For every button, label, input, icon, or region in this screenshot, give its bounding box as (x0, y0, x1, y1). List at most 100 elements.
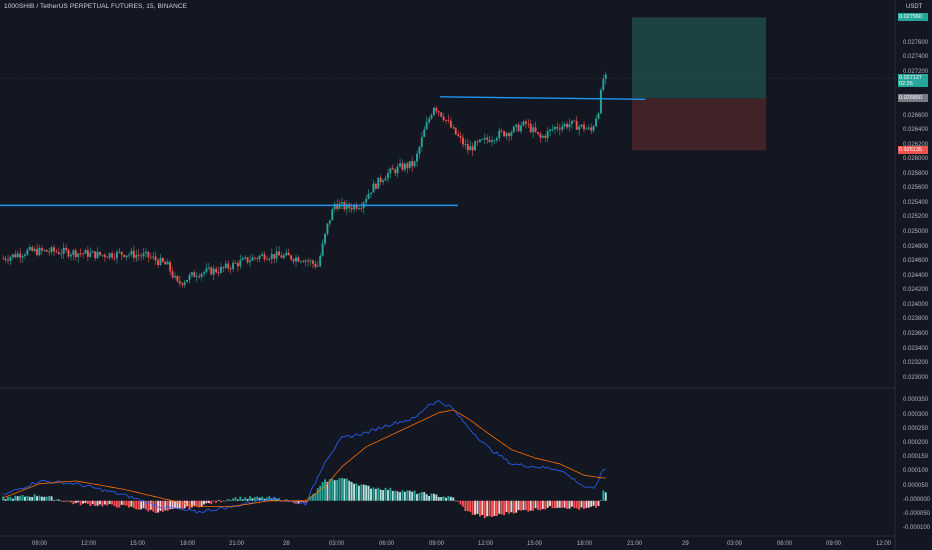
macd-histogram-bar (205, 500, 208, 504)
candle (440, 112, 443, 117)
candle (510, 132, 513, 137)
macd-histogram-bar (21, 494, 24, 501)
macd-histogram-bar (7, 496, 9, 501)
candle (580, 124, 583, 127)
macd-histogram-bar (575, 500, 578, 509)
macd-histogram-bar (537, 500, 539, 510)
candle (469, 146, 472, 151)
macd-histogram-bar (445, 497, 447, 501)
macd-histogram-bar (275, 498, 278, 501)
macd-histogram-bar (181, 500, 184, 510)
macd-histogram-bar (273, 497, 276, 501)
candle (295, 257, 297, 262)
candle (33, 248, 36, 251)
candle (161, 257, 164, 262)
candle (544, 135, 547, 138)
macd-histogram-bar (440, 497, 443, 501)
candle (604, 74, 607, 79)
candle (507, 133, 510, 137)
candle (302, 261, 305, 263)
macd-histogram-bar (31, 497, 34, 501)
candle (224, 263, 227, 268)
price-tick: 0.027600 (903, 39, 929, 46)
candle (152, 256, 155, 258)
candle (457, 134, 460, 136)
candle (374, 183, 377, 189)
macd-histogram-bar (249, 496, 251, 501)
candle (474, 141, 477, 151)
macd-histogram-bar (147, 500, 150, 512)
candle (220, 266, 222, 273)
macd-histogram-bar (517, 500, 520, 511)
candle (26, 249, 29, 255)
candle (137, 254, 140, 256)
macd-histogram-bar (341, 477, 343, 501)
macd-histogram-bar (604, 492, 607, 501)
candle (258, 255, 261, 259)
candle (488, 139, 491, 142)
macd-histogram-bar (510, 500, 513, 513)
candle (169, 261, 172, 272)
macd-histogram-bar (53, 500, 55, 501)
macd-histogram-bar (118, 500, 121, 508)
macd-histogram-bar (573, 500, 576, 509)
candle (120, 251, 123, 255)
candle (57, 251, 60, 255)
price-tick: 0.026200 (903, 141, 929, 148)
candle (532, 127, 535, 133)
candle (273, 253, 276, 259)
macd-histogram-bar (457, 500, 460, 502)
price-tick: 0.024400 (903, 272, 929, 279)
macd-histogram-bar (161, 500, 164, 512)
macd-histogram-bar (459, 500, 462, 505)
candle (365, 198, 368, 203)
macd-histogram-bar (130, 500, 133, 507)
candle (251, 257, 254, 261)
candle (287, 252, 290, 256)
current-price-badge: 0.027127 02:26 (898, 74, 928, 88)
macd-histogram-bar (82, 500, 84, 504)
macd-histogram-bar (232, 498, 235, 501)
candle (575, 120, 578, 130)
candle (53, 247, 55, 252)
macd-histogram-bar (16, 496, 19, 501)
candle (166, 261, 169, 265)
macd-histogram-bar (350, 481, 353, 501)
candle (435, 107, 438, 112)
candle (203, 272, 205, 274)
price-tick: 0.025000 (903, 229, 929, 236)
macd-histogram-bar (474, 500, 477, 515)
candle (324, 233, 326, 244)
macd-histogram-bar (411, 491, 414, 501)
macd-histogram-bar (36, 496, 38, 501)
macd-tick: 0.000300 (903, 411, 929, 418)
candle (529, 123, 532, 133)
candle (432, 107, 435, 116)
price-tick: 0.025800 (903, 170, 929, 177)
macd-histogram-bar (246, 498, 249, 501)
macd-histogram-bar (469, 500, 472, 512)
candle (96, 251, 99, 259)
candle (263, 254, 266, 260)
candle (297, 257, 300, 262)
macd-histogram-bar (239, 496, 242, 501)
candle (270, 253, 273, 259)
macd-histogram-bar (251, 498, 254, 501)
macd-tick: 0.000250 (903, 425, 929, 432)
time-tick: 18:00 (577, 541, 593, 547)
candle (382, 180, 385, 183)
signal-line (3, 409, 606, 507)
macd-histogram-bar (125, 500, 128, 506)
candle (590, 127, 593, 131)
candle (476, 141, 479, 143)
macd-histogram-bar (26, 495, 29, 501)
macd-histogram-bar (353, 483, 356, 501)
candle (227, 263, 230, 269)
macd-histogram-bar (348, 480, 351, 501)
macd-tick: -0.000000 (903, 496, 931, 503)
candle (74, 250, 77, 258)
macd-histogram-bar (478, 500, 481, 517)
macd-histogram-bar (471, 500, 474, 515)
macd-histogram-bar (23, 496, 26, 501)
